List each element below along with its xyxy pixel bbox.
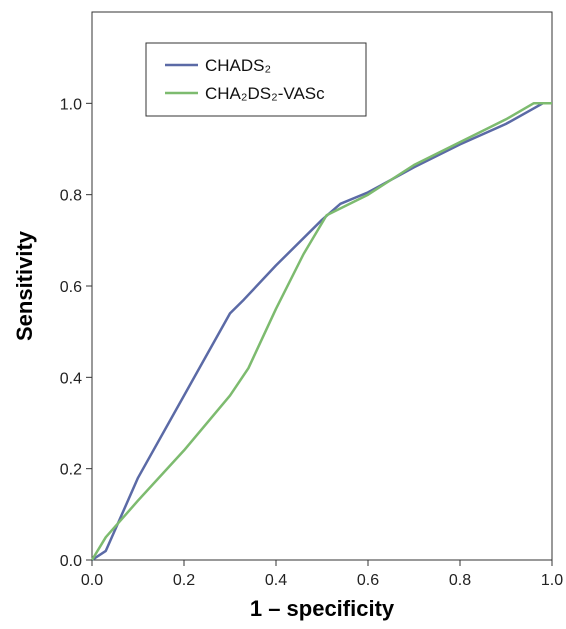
series-line-cha2ds2-vasc — [90, 102, 552, 561]
x-tick-label: 1.0 — [541, 572, 563, 589]
y-tick-label: 0.6 — [60, 279, 82, 296]
y-tick-label: 0.4 — [60, 370, 82, 387]
series-layer — [90, 102, 552, 562]
x-tick-label: 0.2 — [173, 572, 195, 589]
y-axis-title: Sensitivity — [12, 230, 37, 341]
y-tick-label: 1.0 — [60, 96, 82, 113]
legend-box — [145, 42, 367, 117]
legend-label-chads2: CHADS₂ — [205, 56, 271, 75]
series-line-chads2 — [91, 102, 552, 562]
legend-label-cha2ds2-vasc: CHA₂DS₂-VASc — [205, 84, 325, 103]
y-axis: 0.0 0.2 0.4 0.6 0.8 1.0 — [60, 96, 92, 570]
legend: CHADS₂ CHA₂DS₂-VASc — [145, 42, 367, 117]
y-tick-label: 0.8 — [60, 188, 82, 205]
x-tick-label: 0.6 — [357, 572, 379, 589]
x-axis: 0.0 0.2 0.4 0.6 0.8 1.0 — [81, 560, 563, 589]
y-tick-label: 0.0 — [60, 553, 82, 570]
y-tick-label: 0.2 — [60, 462, 82, 479]
x-tick-label: 0.4 — [265, 572, 287, 589]
x-axis-title: 1 – specificity — [250, 596, 395, 621]
x-tick-label: 0.8 — [449, 572, 471, 589]
x-tick-label: 0.0 — [81, 572, 103, 589]
